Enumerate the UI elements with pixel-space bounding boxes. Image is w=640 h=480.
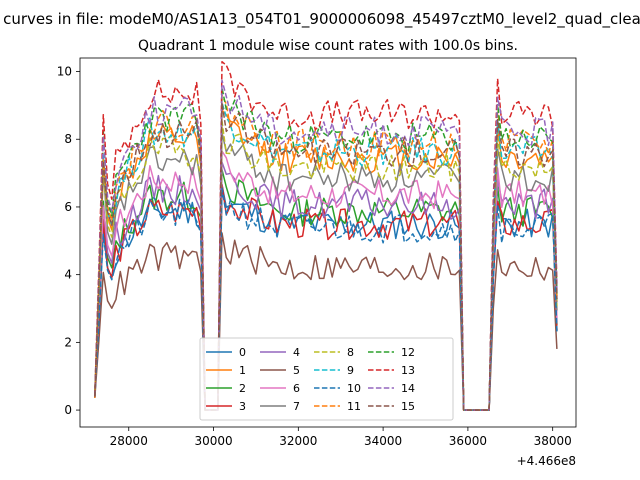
- legend-label-9: 9: [347, 364, 354, 377]
- chart-title: Quadrant 1 module wise count rates with …: [138, 38, 518, 54]
- legend-label-0: 0: [239, 346, 246, 359]
- legend-label-2: 2: [239, 382, 246, 395]
- legend-box: [199, 337, 454, 421]
- legend-label-14: 14: [401, 382, 415, 395]
- legend-label-11: 11: [347, 400, 361, 413]
- x-tick-label: 34000: [364, 434, 402, 448]
- legend-label-6: 6: [293, 382, 300, 395]
- x-tick-label: 30000: [194, 434, 232, 448]
- x-tick-label: 38000: [534, 434, 572, 448]
- y-tick-label: 2: [64, 335, 72, 349]
- x-tick-label: 36000: [449, 434, 487, 448]
- x-tick-label: 32000: [279, 434, 317, 448]
- y-tick-label: 6: [64, 200, 72, 214]
- legend-label-7: 7: [293, 400, 300, 413]
- y-tick-label: 8: [64, 132, 72, 146]
- legend-label-1: 1: [239, 364, 246, 377]
- legend-label-15: 15: [401, 400, 415, 413]
- series-line-9: [94, 101, 558, 411]
- series-line-15: [94, 101, 558, 411]
- y-tick-label: 0: [64, 403, 72, 417]
- y-axis: 0 2 4 6 8 10: [57, 65, 80, 417]
- legend-label-4: 4: [293, 346, 300, 359]
- legend-label-12: 12: [401, 346, 415, 359]
- series-line-14: [94, 79, 558, 411]
- plot-frame: [79, 57, 577, 428]
- y-tick-label: 10: [57, 65, 72, 79]
- x-axis: 28000 30000 32000 34000 36000 38000: [110, 427, 572, 448]
- figure-suptitle: Light curves in file: modeM0/AS1A13_054T…: [0, 10, 640, 29]
- legend-label-13: 13: [401, 364, 415, 377]
- y-tick-label: 4: [64, 268, 72, 282]
- x-offset-label: +4.466e8: [517, 454, 576, 468]
- legend-label-8: 8: [347, 346, 354, 359]
- series-layer: [94, 60, 558, 411]
- legend-label-10: 10: [347, 382, 361, 395]
- series-line-13: [94, 60, 558, 411]
- series-line-10: [94, 187, 558, 411]
- legend-label-3: 3: [239, 400, 246, 413]
- x-tick-label: 28000: [110, 434, 148, 448]
- legend-label-5: 5: [293, 364, 300, 377]
